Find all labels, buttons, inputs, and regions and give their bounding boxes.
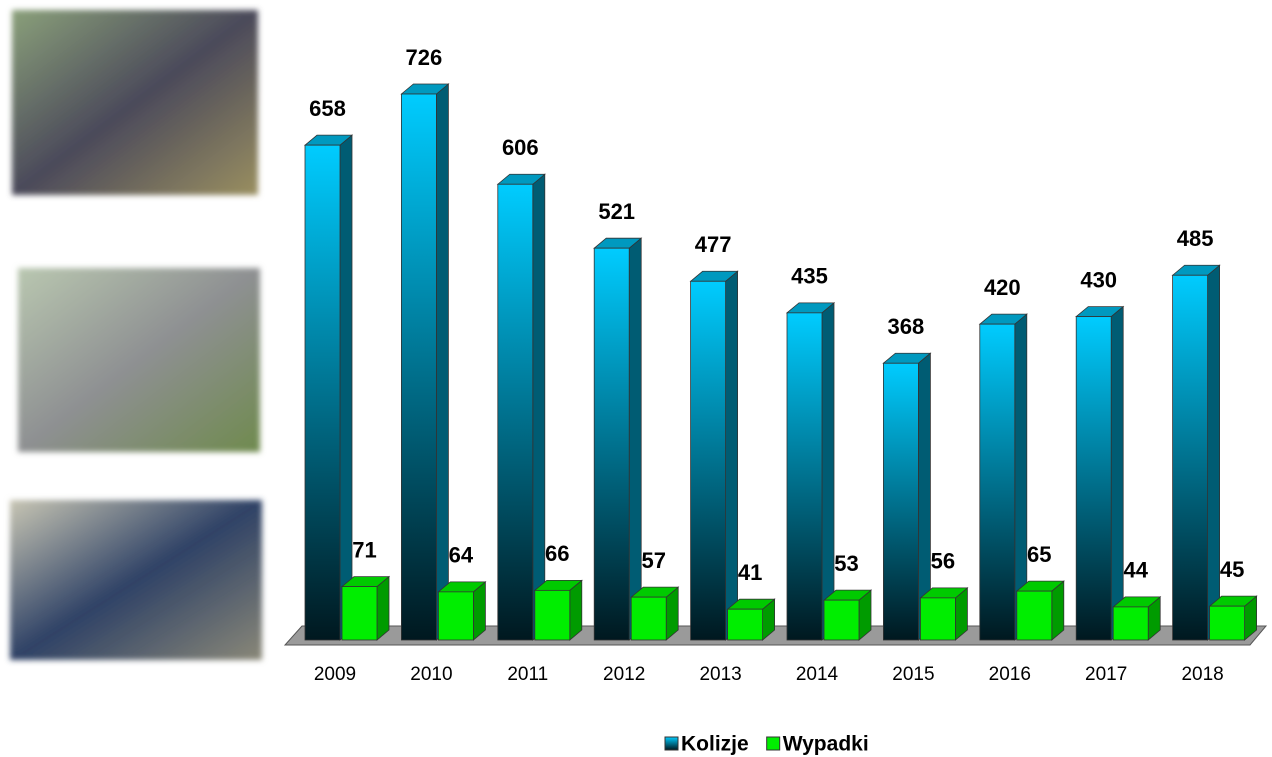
value-label: 44 bbox=[1123, 558, 1148, 583]
x-tick-label: 2015 bbox=[892, 664, 934, 685]
bar-side bbox=[1111, 307, 1123, 640]
bar-side bbox=[340, 135, 352, 640]
value-label: 41 bbox=[738, 560, 762, 585]
x-tick-label: 2009 bbox=[314, 664, 356, 685]
value-label: 368 bbox=[888, 314, 925, 339]
value-label: 65 bbox=[1027, 542, 1051, 567]
value-label: 64 bbox=[449, 543, 474, 568]
value-label: 57 bbox=[641, 548, 665, 573]
bar bbox=[1173, 275, 1208, 640]
bar-side bbox=[436, 84, 448, 640]
value-label: 430 bbox=[1080, 267, 1117, 292]
bar bbox=[883, 363, 918, 640]
bar bbox=[920, 598, 955, 640]
chart: 2009 658 71 2010 726 64 2011 606 66 2012 521 57 2013… bbox=[0, 0, 1272, 757]
photo bbox=[12, 10, 258, 195]
photo bbox=[10, 500, 262, 660]
bar bbox=[824, 600, 859, 640]
photos bbox=[10, 10, 262, 660]
bar bbox=[1210, 606, 1245, 640]
x-tick-label: 2013 bbox=[699, 664, 741, 685]
x-tick-label: 2014 bbox=[796, 664, 839, 685]
bar-side bbox=[726, 271, 738, 640]
bar bbox=[342, 587, 377, 640]
value-label: 485 bbox=[1177, 226, 1214, 251]
bar bbox=[401, 94, 436, 640]
bar bbox=[728, 609, 763, 640]
plot: 2009 658 71 2010 726 64 2011 606 66 2012 521 57 2013… bbox=[305, 45, 1257, 685]
bar bbox=[498, 184, 533, 640]
legend: Kolizje Wypadki bbox=[665, 733, 869, 756]
value-label: 66 bbox=[545, 541, 569, 566]
bar bbox=[1017, 591, 1052, 640]
value-label: 521 bbox=[598, 199, 635, 224]
value-label: 56 bbox=[931, 549, 955, 574]
bar-side bbox=[533, 174, 545, 640]
bar-side bbox=[1208, 265, 1220, 640]
bar bbox=[305, 145, 340, 640]
value-label: 477 bbox=[695, 232, 732, 257]
bar-side bbox=[377, 577, 389, 640]
photo bbox=[18, 268, 260, 452]
legend-label: Wypadki bbox=[783, 733, 869, 756]
legend-swatch bbox=[665, 737, 678, 750]
page: {"chart_data": {"type": "bar3d", "catego… bbox=[0, 0, 1272, 757]
value-label: 606 bbox=[502, 135, 539, 160]
x-tick-label: 2011 bbox=[507, 664, 548, 685]
value-label: 45 bbox=[1220, 557, 1244, 582]
bar-side bbox=[629, 238, 641, 640]
bar bbox=[1113, 607, 1148, 640]
x-tick-label: 2010 bbox=[410, 664, 452, 685]
x-tick-label: 2012 bbox=[603, 664, 645, 685]
bar bbox=[691, 281, 726, 640]
bar bbox=[1076, 317, 1111, 640]
value-label: 420 bbox=[984, 275, 1021, 300]
bar bbox=[980, 324, 1015, 640]
bar bbox=[631, 597, 666, 640]
bar bbox=[438, 592, 473, 640]
x-tick-label: 2016 bbox=[989, 664, 1031, 685]
x-tick-label: 2017 bbox=[1085, 664, 1127, 685]
legend-swatch bbox=[767, 737, 780, 750]
x-tick-label: 2018 bbox=[1181, 664, 1223, 685]
legend-label: Kolizje bbox=[681, 733, 749, 756]
bar bbox=[594, 248, 629, 640]
bar bbox=[787, 313, 822, 640]
value-label: 53 bbox=[834, 551, 858, 576]
value-label: 726 bbox=[406, 45, 443, 70]
value-label: 71 bbox=[352, 537, 376, 562]
bar-side bbox=[822, 303, 834, 640]
value-label: 435 bbox=[791, 264, 828, 289]
value-label: 658 bbox=[309, 96, 346, 121]
bar bbox=[535, 590, 570, 640]
